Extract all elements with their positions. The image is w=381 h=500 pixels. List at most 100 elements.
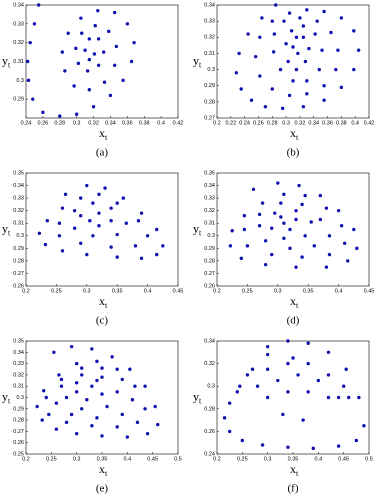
y-label-sub: t (199, 396, 202, 405)
x-tick-label: 0.3 (83, 288, 91, 294)
x-tick-label: 0.34 (308, 120, 319, 126)
point (352, 29, 356, 33)
y-tick-label: 0.32 (13, 372, 24, 378)
point (336, 48, 340, 52)
x-label-sub: t (105, 301, 108, 310)
point (130, 398, 135, 402)
point (79, 213, 83, 218)
point (303, 193, 307, 198)
point (100, 366, 104, 370)
point (72, 84, 76, 88)
point (115, 425, 119, 429)
x-tick-label: 0.3 (274, 288, 282, 294)
point (287, 93, 292, 98)
point (346, 259, 350, 263)
point (279, 215, 283, 219)
point (54, 427, 59, 431)
point (334, 67, 338, 72)
point (237, 51, 241, 56)
point (303, 59, 308, 64)
y-tick-label: 0.28 (13, 418, 24, 424)
point (97, 224, 101, 228)
point (326, 373, 331, 377)
y-tick-label: 0.32 (13, 40, 24, 46)
point (270, 87, 274, 91)
point (139, 256, 144, 261)
point (92, 52, 97, 56)
point (279, 201, 283, 205)
point (93, 24, 97, 28)
point (291, 45, 295, 49)
point (115, 390, 119, 394)
panel: 0.2 0.25 0.3 0.35 0.4 0.45 0.5 0.24 0.26 0.28 0.3 0… (193, 338, 373, 494)
y-tick-label: 0.35 (204, 170, 215, 176)
point (95, 359, 99, 364)
y-tick-label: 0.35 (13, 338, 24, 344)
point (85, 398, 89, 402)
point (87, 88, 92, 92)
y-tick-label: 0.27 (13, 429, 24, 435)
point (57, 373, 61, 377)
x-tick-label: 0.35 (97, 456, 108, 462)
point (272, 32, 277, 36)
plot-area (25, 4, 179, 119)
x-label: xt (99, 126, 108, 142)
point (132, 40, 136, 45)
point (246, 32, 250, 36)
point (45, 219, 49, 223)
point (91, 234, 95, 238)
point (260, 443, 265, 447)
x-tick-label: 0.2 (213, 120, 221, 126)
y-tick-label: 0.31 (13, 221, 24, 227)
x-tick-label: 0.36 (122, 120, 133, 126)
point (128, 367, 132, 371)
y-label-main: y (2, 221, 8, 235)
point (80, 373, 84, 377)
x-tick-label: 0.45 (338, 456, 349, 462)
y-tick-label: 0.27 (204, 271, 215, 277)
point (306, 390, 310, 394)
point (103, 186, 107, 190)
point (265, 352, 270, 357)
point (57, 221, 62, 225)
point (336, 395, 341, 400)
y-tick-label: 0.29 (204, 246, 215, 252)
point (286, 59, 290, 64)
x-tick-label: 0.45 (364, 288, 375, 294)
point (301, 24, 306, 28)
point (324, 265, 329, 269)
point (322, 98, 326, 102)
point (136, 219, 141, 223)
point (95, 416, 99, 420)
y-tick-label: 0.34 (13, 183, 24, 189)
point (133, 244, 138, 248)
point (58, 114, 62, 118)
point (258, 74, 262, 78)
point (305, 79, 309, 83)
point (109, 245, 113, 249)
point (112, 10, 117, 15)
panel: 0.2 0.25 0.3 0.35 0.4 0.45 0.50.250.260.270.28… (2, 338, 182, 494)
point (286, 390, 290, 394)
point (69, 412, 74, 417)
x-tick-label: 0.4 (124, 456, 132, 462)
point (31, 97, 35, 101)
point (100, 392, 104, 396)
point (355, 246, 359, 251)
point (88, 219, 92, 223)
x-tick-label: 0.32 (88, 120, 99, 126)
point (87, 57, 92, 62)
point (288, 227, 292, 232)
point (36, 3, 41, 7)
y-tick-label: 0.26 (204, 429, 215, 435)
y-tick-label: 0.28 (204, 406, 215, 412)
point (274, 3, 278, 7)
y-tick-label: 0.29 (13, 246, 24, 252)
x-tick-label: 0.2 (22, 288, 30, 294)
point (96, 37, 101, 41)
point (85, 69, 90, 73)
point (124, 221, 129, 225)
point (320, 48, 324, 52)
point (322, 84, 326, 88)
x-label: xt (99, 462, 108, 478)
